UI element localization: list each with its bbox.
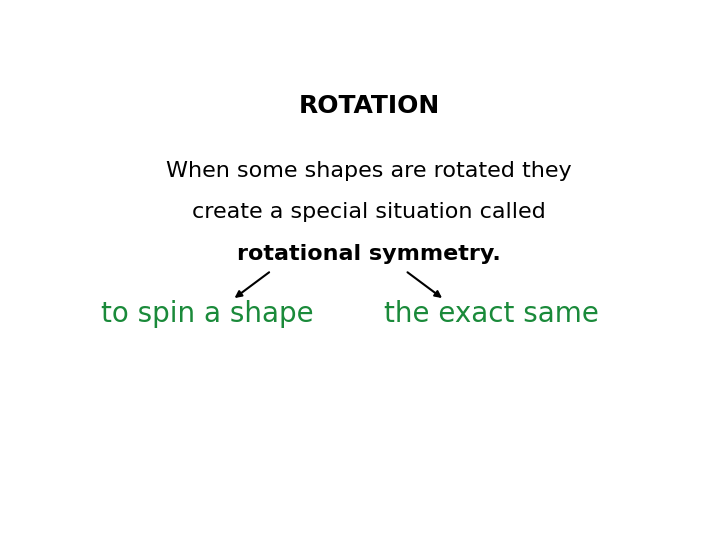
Text: the exact same: the exact same xyxy=(384,300,599,328)
Text: When some shapes are rotated they: When some shapes are rotated they xyxy=(166,161,572,181)
Text: rotational symmetry.: rotational symmetry. xyxy=(237,244,501,264)
Text: ROTATION: ROTATION xyxy=(298,94,440,118)
Text: create a special situation called: create a special situation called xyxy=(192,202,546,222)
Text: to spin a shape: to spin a shape xyxy=(101,300,313,328)
